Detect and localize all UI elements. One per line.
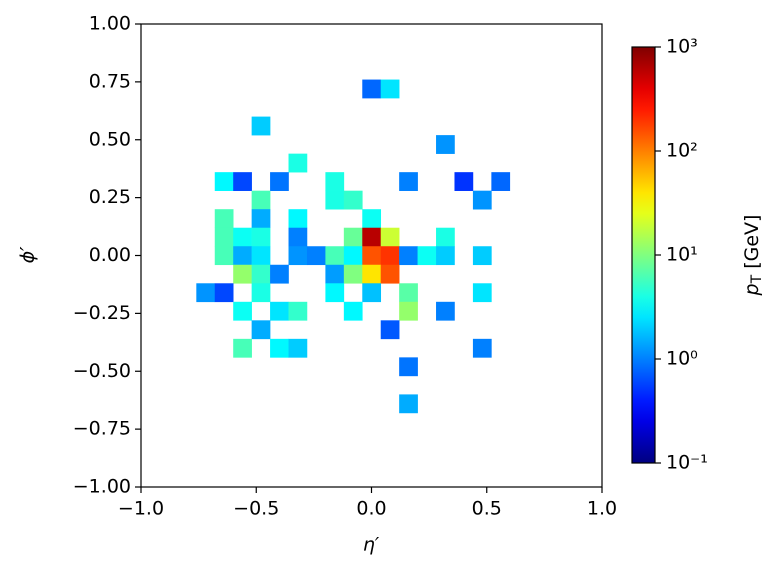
cell bbox=[196, 283, 216, 303]
cell bbox=[214, 227, 234, 247]
colorbar-label: pT [GeV] bbox=[741, 215, 766, 297]
cell bbox=[214, 246, 234, 266]
cell bbox=[270, 264, 289, 284]
colorbar-tick-label: 10⁰ bbox=[666, 348, 698, 370]
cell bbox=[306, 246, 326, 266]
cell bbox=[362, 246, 382, 266]
cell bbox=[380, 79, 400, 99]
x-tick-label: 0.0 bbox=[356, 498, 386, 520]
cell bbox=[343, 264, 363, 284]
cell bbox=[472, 283, 492, 303]
cell bbox=[325, 190, 345, 210]
cell bbox=[436, 301, 455, 321]
cell bbox=[436, 135, 455, 154]
y-tick-label: 0.25 bbox=[89, 186, 131, 208]
cell bbox=[380, 264, 400, 284]
cell bbox=[491, 172, 511, 191]
cell bbox=[214, 209, 234, 229]
cell bbox=[325, 246, 345, 266]
cell bbox=[214, 172, 234, 191]
cell bbox=[288, 338, 308, 358]
colorbar-label-part: [GeV] bbox=[741, 215, 763, 275]
cell bbox=[251, 320, 271, 340]
cell bbox=[472, 246, 492, 266]
cell bbox=[251, 283, 271, 303]
cell bbox=[472, 190, 492, 210]
cell bbox=[214, 283, 234, 303]
cell bbox=[270, 338, 289, 358]
cell bbox=[288, 301, 308, 321]
y-tick-label: −0.75 bbox=[73, 418, 131, 440]
cell bbox=[399, 172, 418, 191]
x-tick-label: −0.5 bbox=[233, 498, 279, 520]
cell bbox=[325, 264, 345, 284]
cell bbox=[288, 227, 308, 247]
cell bbox=[380, 246, 400, 266]
cell bbox=[288, 153, 308, 173]
y-tick-label: 1.00 bbox=[89, 13, 131, 35]
cell bbox=[343, 301, 363, 321]
cell bbox=[399, 283, 418, 303]
cell bbox=[399, 246, 418, 266]
cell bbox=[251, 116, 271, 136]
colorbar-label-part: T bbox=[749, 274, 765, 284]
cell bbox=[436, 246, 455, 266]
cell bbox=[233, 301, 252, 321]
cell bbox=[288, 209, 308, 229]
cell bbox=[343, 246, 363, 266]
cell bbox=[362, 79, 382, 99]
x-axis-label: η′ bbox=[363, 534, 380, 556]
y-tick-label: 0.50 bbox=[89, 128, 131, 150]
colorbar bbox=[631, 46, 656, 464]
y-tick-label: −1.00 bbox=[73, 476, 131, 498]
cell bbox=[399, 301, 418, 321]
cell bbox=[362, 209, 382, 229]
y-tick-label: −0.50 bbox=[73, 360, 131, 382]
cell bbox=[325, 283, 345, 303]
cell bbox=[362, 227, 382, 247]
cell bbox=[454, 172, 474, 191]
y-axis-label: ϕ′ bbox=[17, 246, 39, 264]
x-tick-label: −1.0 bbox=[118, 498, 164, 520]
cell bbox=[325, 172, 345, 191]
cell bbox=[362, 264, 382, 284]
cell bbox=[399, 357, 418, 377]
colorbar-tick-label: 10³ bbox=[666, 36, 698, 58]
cell bbox=[380, 227, 400, 247]
cell bbox=[251, 190, 271, 210]
cell bbox=[380, 320, 400, 340]
cell bbox=[233, 246, 252, 266]
cell bbox=[251, 209, 271, 229]
cell bbox=[233, 338, 252, 358]
cell bbox=[251, 264, 271, 284]
colorbar-tick-label: 10² bbox=[666, 140, 698, 162]
cell bbox=[417, 246, 437, 266]
y-tick-label: 0.75 bbox=[89, 70, 131, 92]
cell bbox=[233, 227, 252, 247]
y-tick-label: −0.25 bbox=[73, 302, 131, 324]
cell bbox=[233, 264, 252, 284]
colorbar-tick-label: 10¹ bbox=[666, 244, 698, 266]
cell bbox=[270, 301, 289, 321]
cell bbox=[251, 227, 271, 247]
cell bbox=[251, 246, 271, 266]
cell bbox=[270, 172, 289, 191]
cell bbox=[233, 172, 252, 191]
x-tick-label: 0.5 bbox=[472, 498, 502, 520]
cell bbox=[436, 227, 455, 247]
cell bbox=[362, 283, 382, 303]
cell bbox=[343, 190, 363, 210]
cell bbox=[288, 246, 308, 266]
colorbar-tick-label: 10⁻¹ bbox=[666, 452, 708, 474]
colorbar-label-part: p bbox=[741, 283, 763, 296]
cell bbox=[472, 338, 492, 358]
cell bbox=[343, 227, 363, 247]
y-tick-label: 0.00 bbox=[89, 244, 131, 266]
x-tick-label: 1.0 bbox=[587, 498, 617, 520]
cell bbox=[399, 394, 418, 414]
